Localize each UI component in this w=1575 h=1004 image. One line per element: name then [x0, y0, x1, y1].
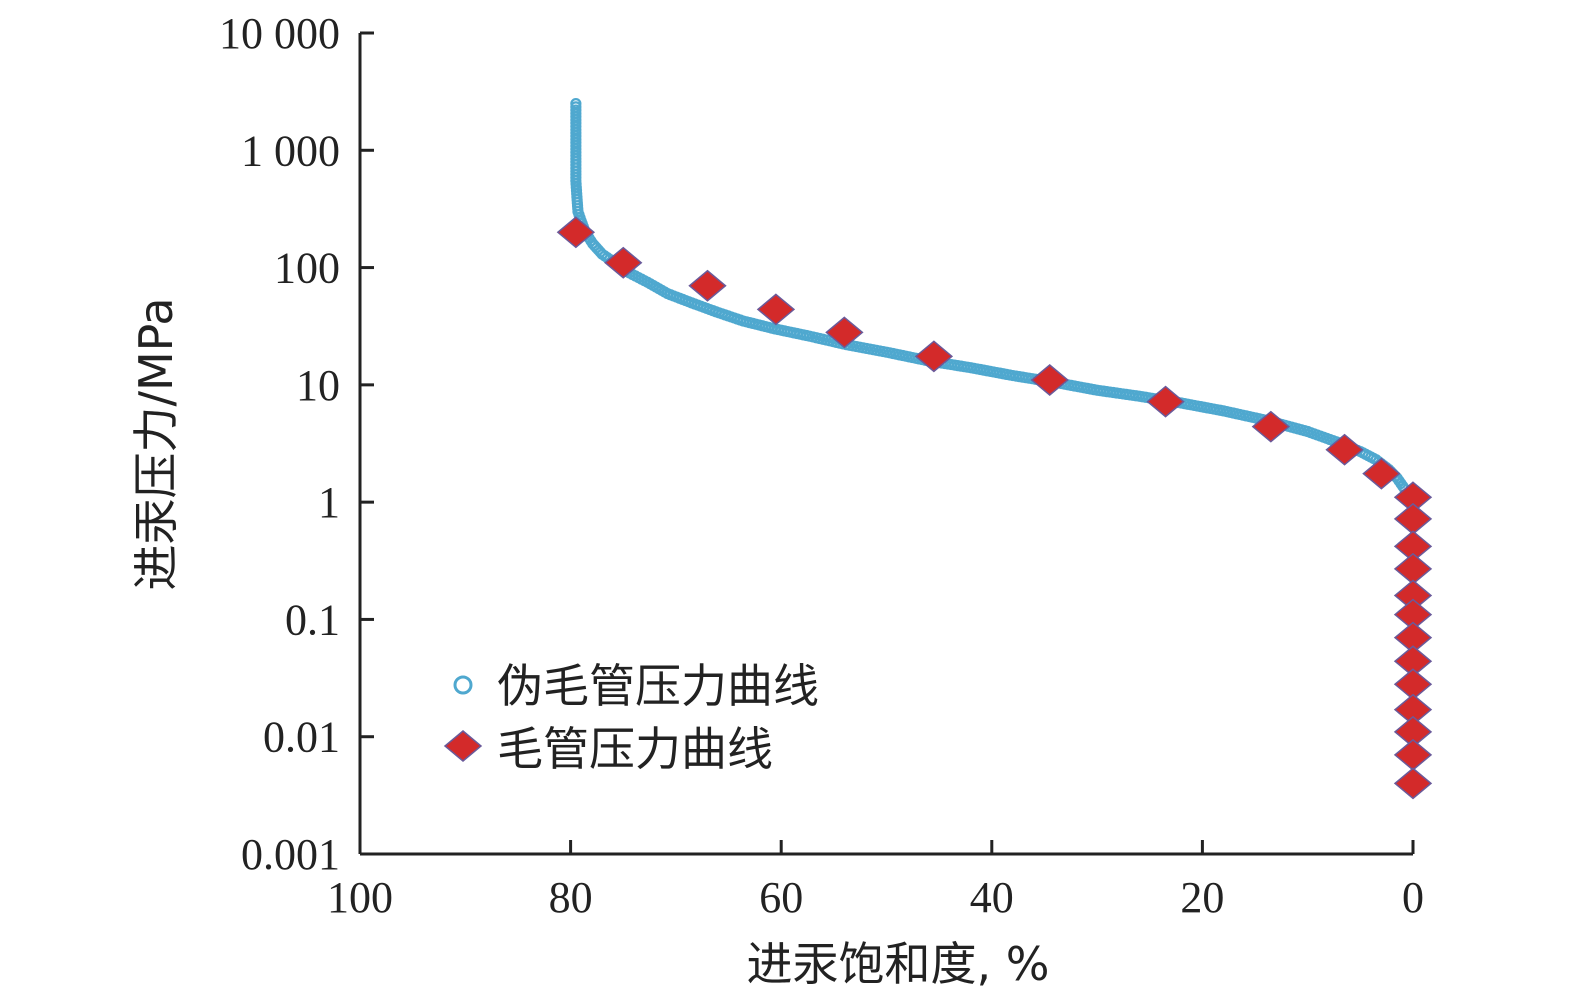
capillary-data-point [556, 216, 596, 249]
capillary-data-point [825, 316, 864, 349]
capillary-data-point [1362, 457, 1401, 490]
capillary-data-point [1393, 767, 1433, 800]
y-tick-label: 1 [318, 478, 340, 527]
legend-label-capillary: 毛管压力曲线 [497, 722, 773, 776]
capillary-data-point [1030, 364, 1069, 396]
legend-item-pseudo: 伪毛管压力曲线 [453, 659, 819, 713]
series-capillary-curve [556, 216, 1433, 800]
capillary-data-point [1393, 738, 1433, 771]
legend: 伪毛管压力曲线 毛管压力曲线 [443, 659, 819, 776]
capillary-data-point [604, 246, 643, 279]
capillary-data-point [1393, 502, 1433, 535]
legend-label-pseudo: 伪毛管压力曲线 [497, 659, 819, 713]
x-tick-label: 100 [327, 873, 393, 922]
x-tick-label: 20 [1180, 873, 1224, 922]
legend-item-capillary: 毛管压力曲线 [443, 722, 773, 776]
legend-marker-capillary-diamond-icon [443, 730, 483, 762]
legend-marker-pseudo-circle-icon [453, 675, 473, 695]
y-tick-label: 1 000 [241, 126, 340, 175]
x-tick-label: 0 [1402, 873, 1424, 922]
x-axis-title: 进汞饱和度, % [747, 937, 1050, 991]
axes [358, 33, 1413, 856]
y-tick-label: 0.1 [285, 595, 340, 644]
capillary-data-point [1325, 433, 1364, 466]
capillary-data-point [1393, 552, 1433, 585]
x-tick-label: 40 [970, 873, 1014, 922]
x-ticks: 100 80 60 40 20 0 [327, 840, 1424, 922]
y-axis-title: 进汞压力/MPa [129, 297, 183, 590]
y-tick-label: 0.01 [263, 713, 340, 762]
capillary-data-point [914, 340, 954, 373]
series-pseudo-capillary-curve [570, 98, 1411, 495]
y-ticks: 10 000 1 000 100 10 1 0.1 0.01 0.001 [219, 9, 374, 879]
x-tick-label: 80 [549, 873, 593, 922]
capillary-data-point [688, 269, 727, 302]
x-tick-label: 60 [759, 873, 803, 922]
y-tick-label: 0.001 [241, 830, 340, 879]
capillary-data-point [1251, 410, 1291, 443]
capillary-data-point [756, 293, 796, 326]
y-tick-label: 100 [274, 244, 340, 293]
y-tick-label: 10 [296, 361, 340, 410]
capillary-data-point [1146, 385, 1185, 418]
y-tick-label: 10 000 [219, 9, 340, 58]
